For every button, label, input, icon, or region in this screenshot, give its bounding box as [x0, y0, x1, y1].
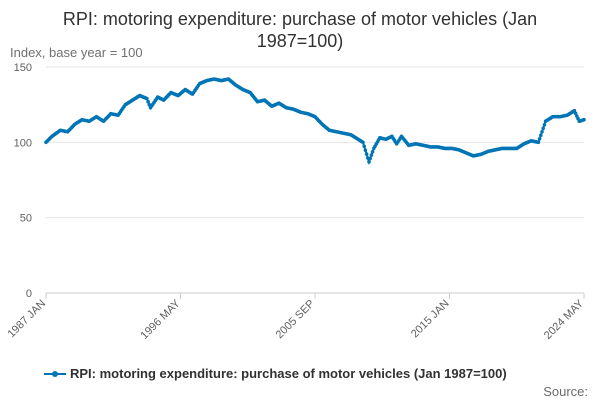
x-tick-label: 2015 JAN — [409, 298, 452, 341]
x-tick-label: 1996 MAY — [138, 297, 183, 342]
data-point — [539, 133, 543, 138]
chart-title: RPI: motoring expenditure: purchase of m… — [62, 9, 538, 51]
legend-swatch-icon — [44, 367, 66, 381]
x-axis-ticks: 1987 JAN 1996 MAY 2005 SEP 2015 JAN 2024 MAY — [5, 293, 587, 342]
data-point — [573, 111, 578, 116]
legend[interactable]: RPI: motoring expenditure: purchase of m… — [44, 366, 507, 381]
y-tick-label: 50 — [20, 213, 32, 225]
data-point — [367, 160, 371, 164]
data-point — [537, 137, 542, 141]
data-point — [363, 148, 368, 152]
x-tick-label: 1987 JAN — [5, 298, 48, 341]
data-point — [536, 140, 541, 145]
data-point — [368, 156, 373, 161]
y-axis-unit-label: Index, base year = 100 — [10, 45, 143, 60]
data-point — [370, 150, 375, 154]
data-point — [540, 130, 544, 134]
data-point — [361, 140, 365, 145]
data-point — [362, 144, 367, 149]
data-point — [542, 123, 547, 127]
data-point — [582, 117, 586, 122]
legend-label: RPI: motoring expenditure: purchase of m… — [70, 366, 507, 381]
series-group — [44, 77, 586, 166]
y-tick-label: 100 — [14, 137, 32, 149]
data-point — [146, 99, 150, 104]
data-point — [364, 152, 369, 156]
x-tick-label: 2005 SEP — [274, 298, 318, 342]
gridlines — [46, 66, 584, 219]
y-tick-label: 0 — [26, 288, 32, 300]
x-tick-label: 2024 MAY — [542, 297, 587, 342]
y-axis-ticks: 0 50 100 150 — [14, 62, 32, 300]
data-point — [541, 126, 545, 131]
y-tick-label: 150 — [14, 62, 32, 74]
data-point — [145, 96, 149, 101]
source-label: Source: — [543, 384, 588, 399]
data-point — [369, 153, 374, 157]
